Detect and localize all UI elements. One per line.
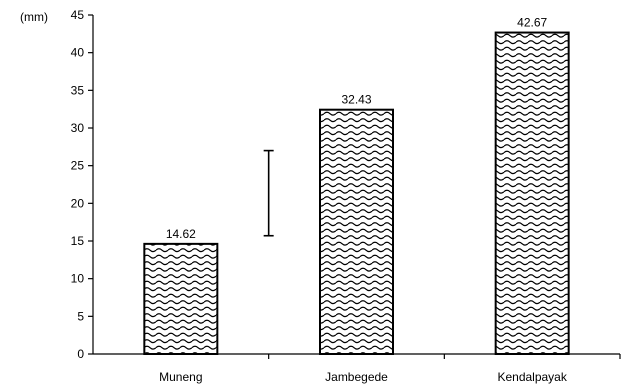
y-tick-label: 35 bbox=[71, 83, 85, 97]
category-label: Muneng bbox=[159, 370, 202, 384]
y-tick-label: 25 bbox=[71, 159, 85, 173]
y-tick-label: 40 bbox=[71, 46, 85, 60]
category-labels: Muneng Jambegede Kendalpayak bbox=[159, 370, 568, 384]
y-axis-ticks: 0 5 10 15 20 25 30 35 40 45 bbox=[71, 8, 93, 361]
y-tick-label: 20 bbox=[71, 196, 85, 210]
data-label: 32.43 bbox=[341, 93, 371, 107]
category-label: Jambegede bbox=[325, 370, 388, 384]
data-label: 14.62 bbox=[166, 227, 196, 241]
bars bbox=[143, 31, 570, 356]
y-tick-label: 45 bbox=[71, 8, 85, 22]
y-axis-unit-label: (mm) bbox=[20, 10, 48, 24]
data-labels: 14.62 32.43 42.67 bbox=[166, 16, 548, 241]
y-tick-label: 5 bbox=[77, 309, 84, 323]
y-tick-label: 30 bbox=[71, 121, 85, 135]
y-tick-label: 15 bbox=[71, 234, 85, 248]
error-bar bbox=[263, 149, 274, 237]
axes bbox=[92, 15, 621, 359]
category-label: Kendalpayak bbox=[497, 370, 567, 384]
y-tick-label: 0 bbox=[77, 347, 84, 361]
bar bbox=[143, 242, 219, 356]
bar bbox=[319, 108, 394, 355]
data-label: 42.67 bbox=[517, 16, 547, 30]
y-tick-label: 10 bbox=[71, 272, 85, 286]
bar bbox=[494, 31, 570, 355]
